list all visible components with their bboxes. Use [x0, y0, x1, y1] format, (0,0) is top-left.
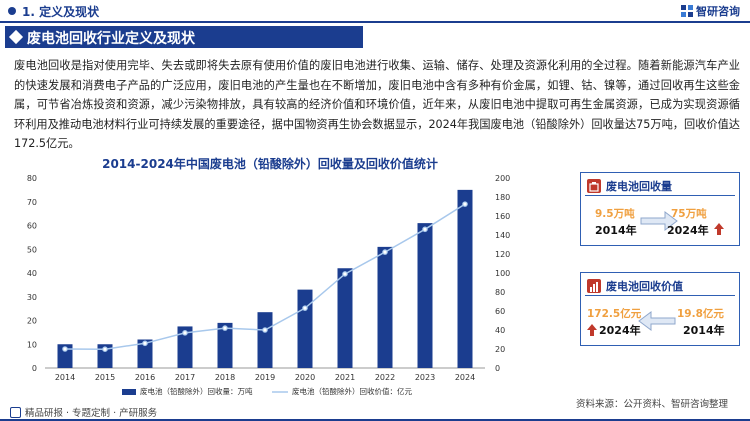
y-left-tick-label: 30	[27, 293, 37, 302]
arrow-right-icon	[640, 211, 678, 231]
footer-rule	[0, 419, 750, 421]
x-tick-label: 2022	[375, 373, 395, 382]
x-tick-label: 2024	[455, 373, 475, 382]
y-right-tick-label: 140	[495, 231, 510, 240]
up-arrow-icon	[587, 324, 597, 336]
x-tick-label: 2015	[95, 373, 115, 382]
volume-from-year: 2014年	[595, 224, 637, 237]
value-from-year: 2014年	[683, 324, 725, 337]
recycle-box-icon	[587, 179, 601, 193]
y-left-tick-label: 10	[27, 340, 37, 349]
y-left-tick-label: 80	[27, 174, 37, 183]
x-tick-label: 2017	[175, 373, 195, 382]
value-point	[102, 346, 108, 352]
y-left-tick-label: 20	[27, 317, 37, 326]
y-right-tick-label: 160	[495, 212, 510, 221]
value-point	[222, 325, 228, 331]
volume-to-year: 2024年	[667, 224, 709, 237]
bar	[57, 344, 73, 368]
bar	[257, 312, 273, 368]
y-right-tick-label: 200	[495, 174, 510, 183]
bar	[377, 246, 393, 368]
y-left-tick-label: 70	[27, 198, 37, 207]
page-title: 废电池回收行业定义及现状	[27, 31, 195, 47]
y-left-tick-label: 40	[27, 269, 37, 278]
x-tick-label: 2019	[255, 373, 275, 382]
bar	[97, 344, 113, 368]
value-point	[462, 201, 468, 207]
card-divider	[585, 195, 735, 196]
footer-tagline: 精品研报 · 专题定制 · 产研服务	[10, 405, 157, 419]
y-right-tick-label: 0	[495, 364, 500, 373]
y-right-tick-label: 80	[495, 288, 505, 297]
brand: 智研咨询	[681, 3, 740, 19]
legend-line-label: 废电池（铅酸除外）回收价值：亿元	[292, 386, 412, 396]
value-point	[262, 327, 268, 333]
up-arrow-icon	[714, 223, 724, 235]
volume-card: 废电池回收量 9.5万吨 2014年 75万吨 2024年	[580, 172, 740, 246]
top-header: 1. 定义及现状 智研咨询	[0, 0, 750, 23]
value-point	[382, 249, 388, 255]
legend-bar-swatch	[122, 389, 136, 395]
volume-card-title: 废电池回收量	[606, 180, 672, 193]
bar-chart-icon	[587, 279, 601, 293]
value-card: 废电池回收价值 172.5亿元 2024年 19.8亿元 2014年	[580, 272, 740, 346]
bar	[137, 339, 153, 368]
brand-logo-icon	[681, 5, 693, 17]
header-rule	[0, 21, 750, 23]
value-point	[422, 226, 428, 233]
x-tick-label: 2023	[415, 373, 435, 382]
value-card-title: 废电池回收价值	[606, 280, 683, 293]
bar	[297, 289, 313, 368]
chart-title: 2014-2024年中国废电池（铅酸除外）回收量及回收价值统计	[102, 157, 438, 171]
value-point	[302, 305, 308, 311]
x-tick-label: 2021	[335, 373, 355, 382]
y-right-tick-label: 100	[495, 269, 510, 278]
volume-to-value: 75万吨	[671, 208, 707, 220]
bar	[337, 268, 353, 368]
value-point	[62, 346, 68, 352]
y-right-tick-label: 120	[495, 250, 510, 259]
bar	[417, 223, 433, 368]
y-left-tick-label: 60	[27, 222, 37, 231]
intro-paragraph: 废电池回收是指对使用完毕、失去或即将失去原有使用价值的废旧电池进行收集、运输、储…	[14, 59, 740, 150]
x-tick-label: 2020	[295, 373, 315, 382]
x-tick-label: 2018	[215, 373, 235, 382]
value-from-value: 19.8亿元	[677, 308, 724, 320]
y-right-tick-label: 180	[495, 193, 510, 202]
y-right-tick-label: 60	[495, 307, 505, 316]
value-point	[182, 330, 188, 336]
page-title-bar: 废电池回收行业定义及现状	[5, 26, 363, 48]
bar	[177, 326, 193, 368]
value-to-value: 172.5亿元	[587, 308, 642, 320]
y-left-tick-label: 50	[27, 245, 37, 254]
y-right-tick-label: 40	[495, 326, 505, 335]
brand-name: 智研咨询	[696, 5, 740, 18]
footer-tagline-text: 精品研报 · 专题定制 · 产研服务	[25, 408, 158, 419]
x-tick-label: 2014	[55, 373, 75, 382]
report-icon	[10, 406, 21, 418]
section-bullet-icon	[8, 7, 16, 15]
data-source: 资料来源：公开资料、智研咨询整理	[575, 399, 728, 410]
value-to-year: 2024年	[599, 324, 641, 337]
y-right-tick-label: 20	[495, 345, 505, 354]
x-tick-label: 2016	[135, 373, 155, 382]
bar	[457, 189, 473, 368]
value-point	[342, 271, 348, 277]
section-label: 1. 定义及现状	[22, 5, 100, 19]
bar	[217, 322, 233, 368]
y-left-tick-label: 0	[32, 364, 37, 373]
card-divider	[585, 295, 735, 296]
legend-bar-label: 废电池（铅酸除外）回收量：万吨	[140, 386, 253, 396]
volume-from-value: 9.5万吨	[595, 208, 635, 220]
value-point	[142, 340, 148, 347]
arrow-left-icon	[638, 311, 676, 331]
